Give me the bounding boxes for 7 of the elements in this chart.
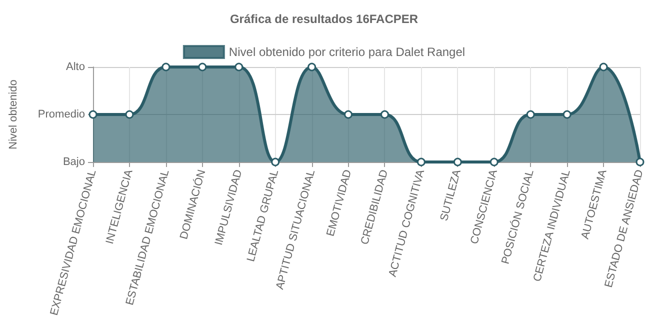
category-label: Promedio xyxy=(38,108,85,120)
x-tick-label: LEALTAD GRUPAL xyxy=(244,168,282,264)
legend-label: Nivel obtenido por criterio para Dalet Rangel xyxy=(228,45,466,59)
chart-title: Gráfica de resultados 16FACPER xyxy=(230,12,418,26)
category-label: Alto xyxy=(66,61,85,73)
category-label: Bajo xyxy=(62,156,85,168)
y-axis-title: Nivel obtenido xyxy=(8,80,20,150)
